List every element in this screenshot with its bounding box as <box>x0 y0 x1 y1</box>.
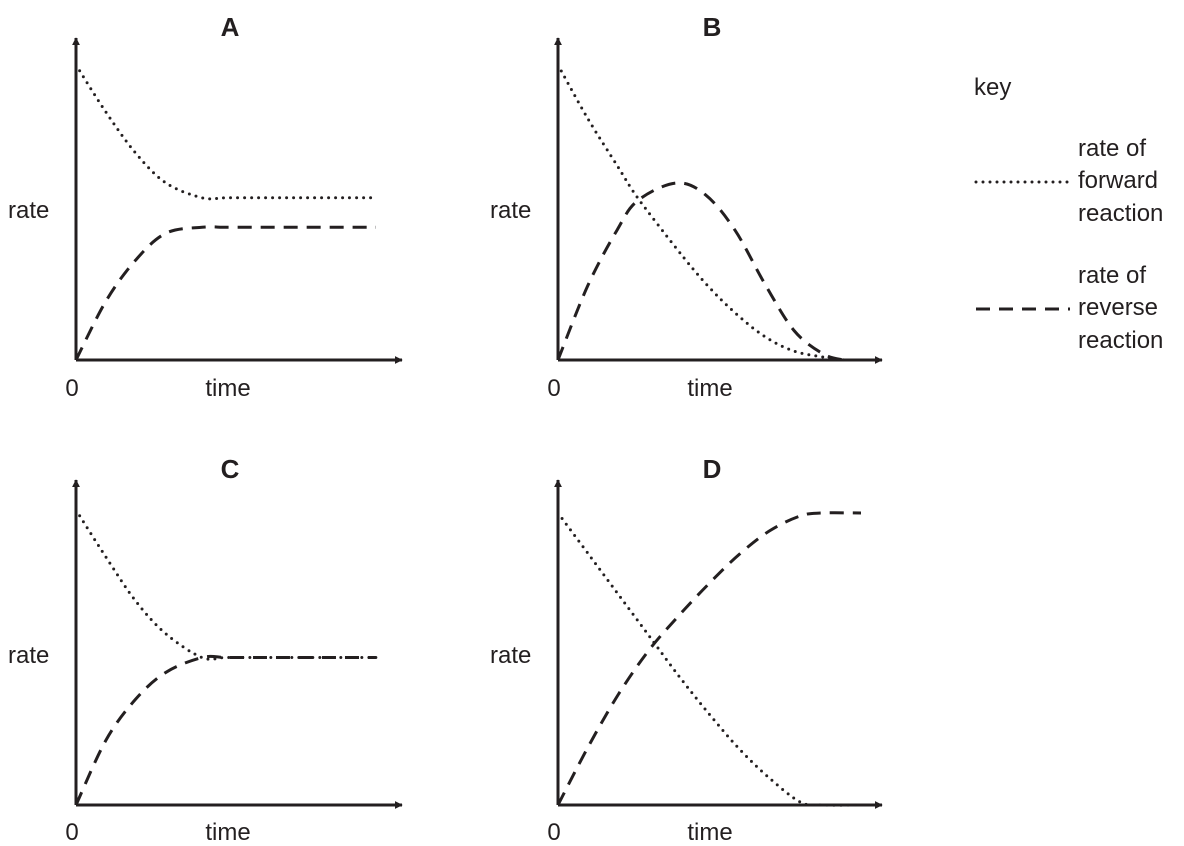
panel-c-x-tick-0: 0 <box>65 819 78 846</box>
panel-a-x-tick-0: 0 <box>65 375 78 402</box>
panel-c-forward-rate-line <box>74 508 378 661</box>
panel-c-y-label: rate <box>8 642 49 669</box>
panel-a-y-label: rate <box>8 197 49 224</box>
legend: key rate of forward reaction rate of rev… <box>974 74 1163 354</box>
legend-forward-line1: rate of <box>1078 135 1146 162</box>
panel-b-forward-rate-line <box>556 63 846 362</box>
panel-a-forward-rate-line <box>74 63 378 201</box>
panel-b-reverse-rate-line <box>556 181 845 362</box>
panel-d-forward-rate-line <box>556 511 863 807</box>
panel-b-y-label: rate <box>490 197 531 224</box>
legend-entry-reverse: rate of reverse reaction <box>976 262 1163 354</box>
legend-reverse-line3: reaction <box>1078 327 1163 354</box>
panel-a-title: A <box>221 12 240 42</box>
panel-a-x-label: time <box>205 375 250 402</box>
legend-entry-forward: rate of forward reaction <box>974 135 1163 227</box>
panel-d-x-label: time <box>687 819 732 846</box>
legend-title: key <box>974 74 1011 101</box>
panel-a-reverse-rate-line <box>74 225 376 361</box>
legend-reverse-line1: rate of <box>1078 262 1146 289</box>
panel-d-y-label: rate <box>490 642 531 669</box>
panel-b-x-label: time <box>687 375 732 402</box>
panel-d-title: D <box>703 454 722 484</box>
panel-c-x-label: time <box>205 819 250 846</box>
panel-b-x-tick-0: 0 <box>547 375 560 402</box>
panel-d-x-tick-0: 0 <box>547 819 560 846</box>
legend-forward-line3: reaction <box>1078 200 1163 227</box>
legend-reverse-line2: reverse <box>1078 294 1158 321</box>
panel-d-reverse-rate-line <box>556 511 862 806</box>
panel-c-title: C <box>221 454 240 484</box>
panel-b-title: B <box>703 12 722 42</box>
panel-c-reverse-rate-line <box>74 654 376 806</box>
legend-forward-line2: forward <box>1078 167 1158 194</box>
